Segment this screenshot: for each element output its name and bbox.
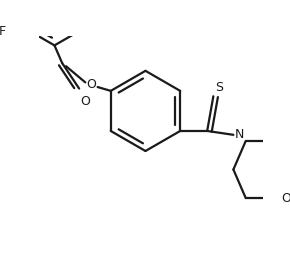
Text: F: F	[0, 25, 6, 38]
Text: O: O	[80, 95, 90, 108]
Text: S: S	[215, 81, 224, 93]
Text: O: O	[86, 78, 96, 91]
Text: N: N	[235, 128, 244, 141]
Text: O: O	[281, 191, 290, 205]
